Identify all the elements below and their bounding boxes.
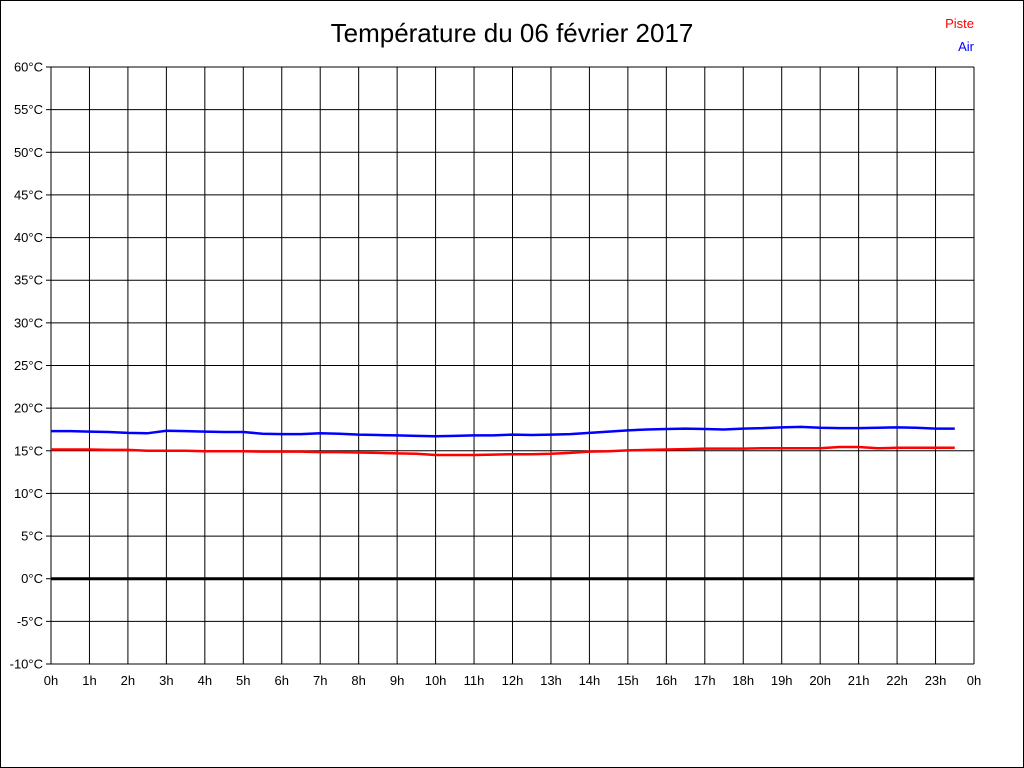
- y-axis-label: 0°C: [21, 571, 43, 586]
- x-axis-label: 0h: [44, 673, 58, 688]
- legend-label-air: Air: [958, 39, 974, 54]
- y-axis-label: 25°C: [14, 358, 43, 373]
- y-axis-label: 20°C: [14, 401, 43, 416]
- y-axis-label: 55°C: [14, 102, 43, 117]
- x-axis-label: 4h: [198, 673, 212, 688]
- x-axis-label: 20h: [809, 673, 831, 688]
- x-axis-label: 15h: [617, 673, 639, 688]
- x-axis-label: 12h: [502, 673, 524, 688]
- chart-legend: Piste Air: [945, 12, 974, 58]
- x-axis-label: 18h: [732, 673, 754, 688]
- x-axis-label: 23h: [925, 673, 947, 688]
- x-axis-label: 10h: [425, 673, 447, 688]
- x-axis-label: 0h: [967, 673, 981, 688]
- x-axis-label: 9h: [390, 673, 404, 688]
- y-axis-label: 40°C: [14, 230, 43, 245]
- x-axis-label: 6h: [275, 673, 289, 688]
- x-axis-label: 8h: [351, 673, 365, 688]
- x-axis-label: 11h: [464, 673, 485, 688]
- x-axis-label: 21h: [848, 673, 870, 688]
- x-axis-label: 3h: [159, 673, 173, 688]
- x-axis-label: 2h: [121, 673, 135, 688]
- y-axis-label: 5°C: [21, 529, 43, 544]
- x-axis-label: 17h: [694, 673, 716, 688]
- y-axis-label: 15°C: [14, 443, 43, 458]
- y-axis-label: 60°C: [14, 60, 43, 75]
- x-axis-label: 13h: [540, 673, 562, 688]
- chart-title: Température du 06 février 2017: [330, 18, 694, 48]
- x-axis-label: 22h: [886, 673, 908, 688]
- y-axis-label: -5°C: [17, 614, 43, 629]
- y-axis-label: 45°C: [14, 187, 43, 202]
- y-axis-label: 50°C: [14, 145, 43, 160]
- x-axis-label: 7h: [313, 673, 327, 688]
- series-line-piste: [51, 445, 955, 457]
- y-axis-label: -10°C: [10, 657, 43, 672]
- x-axis-label: 19h: [771, 673, 793, 688]
- x-axis-label: 16h: [655, 673, 677, 688]
- x-axis-label: 5h: [236, 673, 250, 688]
- x-axis-label: 1h: [82, 673, 96, 688]
- legend-label-piste: Piste: [945, 16, 974, 31]
- y-axis-label: 10°C: [14, 486, 43, 501]
- x-axis-label: 14h: [579, 673, 601, 688]
- series-line-air: [51, 425, 955, 438]
- y-axis-label: 35°C: [14, 273, 43, 288]
- y-axis-label: 30°C: [14, 315, 43, 330]
